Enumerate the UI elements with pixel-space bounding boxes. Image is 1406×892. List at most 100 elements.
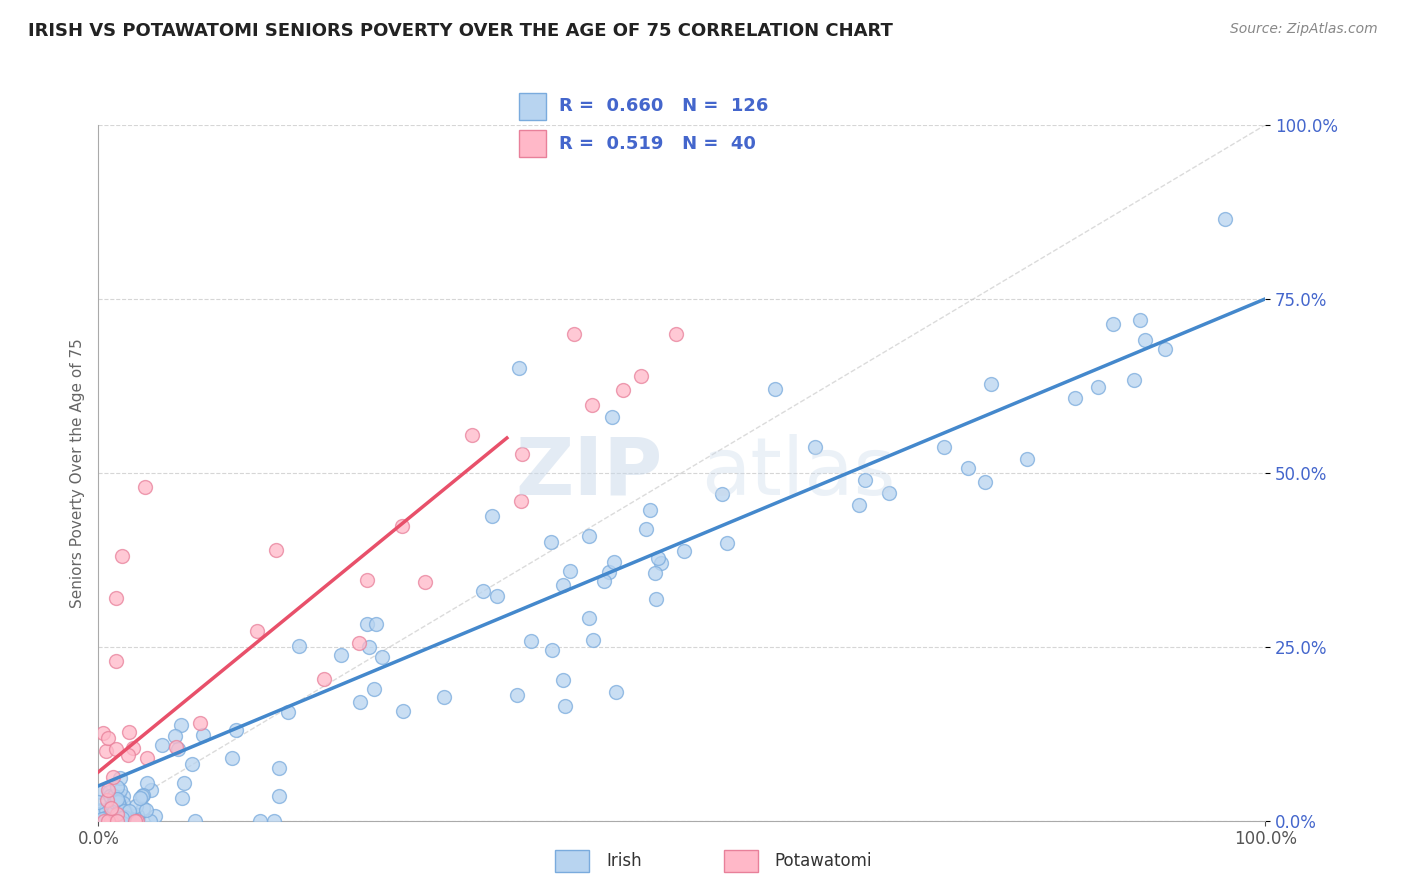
Point bbox=[267, 789, 290, 804]
Point bbox=[329, 648, 352, 662]
Point bbox=[433, 690, 456, 704]
Point bbox=[716, 535, 738, 549]
Point bbox=[956, 460, 979, 475]
Point bbox=[1102, 318, 1125, 332]
Point bbox=[90, 812, 112, 826]
Text: R =  0.660   N =  126: R = 0.660 N = 126 bbox=[558, 97, 768, 115]
Point bbox=[100, 801, 122, 815]
Point bbox=[91, 726, 114, 740]
Point bbox=[138, 814, 160, 828]
Point bbox=[122, 814, 145, 828]
Point bbox=[612, 383, 634, 397]
Point bbox=[578, 528, 600, 542]
Point bbox=[117, 811, 139, 825]
Point bbox=[107, 789, 129, 804]
Point bbox=[97, 814, 120, 828]
Point bbox=[134, 480, 156, 494]
Point bbox=[578, 611, 600, 625]
Point bbox=[117, 725, 139, 739]
Point bbox=[90, 804, 112, 818]
Point bbox=[96, 744, 118, 758]
Point bbox=[97, 731, 120, 745]
Point bbox=[485, 589, 508, 603]
Text: R =  0.519   N =  40: R = 0.519 N = 40 bbox=[558, 135, 755, 153]
Point bbox=[110, 813, 132, 827]
Point bbox=[630, 369, 652, 384]
Point bbox=[103, 770, 125, 784]
Point bbox=[263, 814, 285, 828]
Point bbox=[650, 556, 672, 570]
Point bbox=[562, 326, 585, 341]
Point bbox=[471, 583, 494, 598]
Point bbox=[96, 803, 118, 817]
Point bbox=[90, 785, 112, 799]
Point bbox=[644, 566, 666, 580]
Point bbox=[105, 654, 128, 668]
Point bbox=[98, 789, 121, 803]
Point bbox=[1129, 312, 1152, 326]
Point bbox=[600, 410, 623, 425]
Point bbox=[672, 544, 695, 558]
Point bbox=[392, 704, 415, 718]
Point bbox=[363, 681, 385, 696]
Point bbox=[554, 698, 576, 713]
Text: Irish: Irish bbox=[606, 852, 641, 870]
Point bbox=[461, 428, 484, 442]
Point bbox=[129, 790, 152, 805]
Point bbox=[105, 780, 128, 794]
Y-axis label: Seniors Poverty Over the Age of 75: Seniors Poverty Over the Age of 75 bbox=[69, 338, 84, 607]
Point bbox=[108, 812, 131, 826]
Point bbox=[605, 685, 627, 699]
Point bbox=[107, 809, 129, 823]
Bar bbox=[519, 93, 547, 120]
Point bbox=[508, 361, 530, 376]
Point bbox=[141, 782, 163, 797]
Point bbox=[848, 498, 870, 512]
Point bbox=[111, 789, 134, 803]
Point bbox=[560, 564, 582, 578]
Point bbox=[114, 806, 136, 821]
Point bbox=[974, 475, 997, 490]
Point bbox=[104, 591, 127, 605]
Point bbox=[104, 742, 127, 756]
Point bbox=[97, 811, 120, 825]
Point bbox=[356, 617, 378, 632]
Point bbox=[104, 795, 127, 809]
Point bbox=[127, 808, 149, 822]
Point bbox=[124, 814, 146, 828]
Point bbox=[118, 804, 141, 818]
Point bbox=[853, 474, 876, 488]
Point bbox=[173, 776, 195, 790]
Point bbox=[107, 795, 129, 809]
Point bbox=[127, 812, 149, 826]
Point bbox=[1123, 373, 1146, 387]
Point bbox=[184, 814, 207, 828]
Point bbox=[135, 751, 157, 765]
Point bbox=[225, 723, 247, 738]
Point bbox=[132, 800, 155, 814]
Point bbox=[553, 673, 575, 688]
Point bbox=[132, 789, 155, 803]
Point bbox=[934, 441, 956, 455]
Point bbox=[1154, 342, 1177, 356]
Point bbox=[111, 811, 134, 825]
Point bbox=[647, 551, 669, 566]
Point bbox=[108, 771, 131, 785]
Point bbox=[172, 791, 194, 805]
Point bbox=[598, 566, 620, 580]
Point bbox=[347, 636, 370, 650]
Point bbox=[364, 617, 387, 632]
Point bbox=[94, 811, 117, 825]
Point bbox=[391, 518, 413, 533]
Point bbox=[98, 785, 121, 799]
Point bbox=[117, 747, 139, 762]
Point bbox=[553, 578, 575, 592]
Point bbox=[520, 633, 543, 648]
Point bbox=[114, 810, 136, 824]
Text: atlas: atlas bbox=[702, 434, 896, 512]
Point bbox=[980, 376, 1002, 391]
Point bbox=[481, 508, 503, 523]
Point bbox=[131, 789, 153, 803]
Point bbox=[90, 803, 112, 817]
Point bbox=[103, 805, 125, 819]
